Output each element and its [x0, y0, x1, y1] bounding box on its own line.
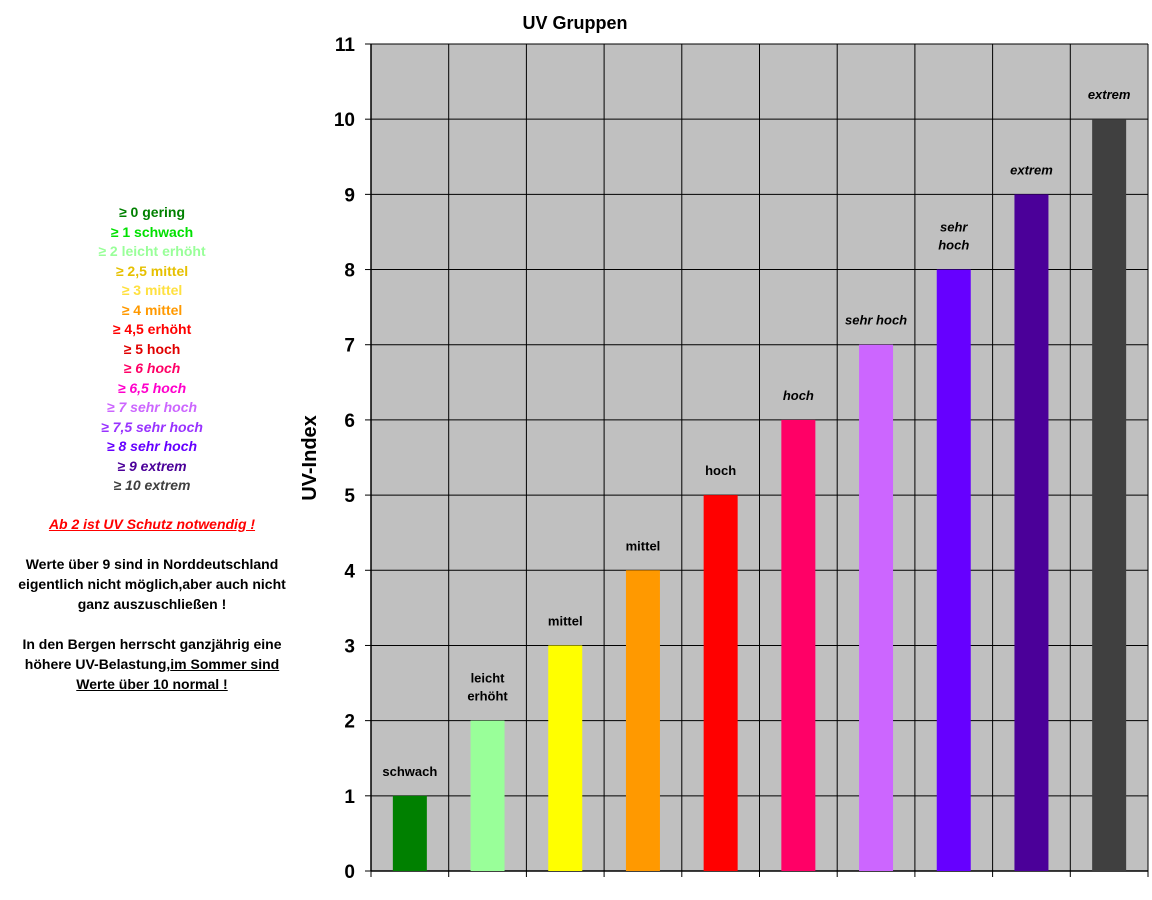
data-label: mittel	[626, 538, 661, 553]
legend-item: ≥ 6,5 hoch	[117, 379, 187, 396]
data-label: leicht	[471, 671, 506, 686]
data-label: extrem	[1010, 162, 1053, 177]
y-tick-label: 2	[344, 712, 355, 733]
north-note-line: ganz auszuschließen !	[77, 596, 227, 612]
y-tick-label: 10	[334, 110, 355, 131]
data-label: schwach	[382, 764, 437, 779]
y-tick-label: 11	[335, 35, 356, 56]
legend-item: ≥ 10 extrem	[113, 477, 191, 493]
uv-group-legend: ≥ 0 gering ≥ 1 schwach ≥ 2 leicht erhöht ≥ …	[0, 203, 304, 496]
y-tick-label: 6	[344, 411, 355, 432]
bar-2	[470, 720, 505, 871]
uv-protection-warning: Ab 2 ist UV Schutz notwendig !	[48, 516, 256, 532]
mountain-note-text: höhere UV-Belastung,	[24, 656, 171, 672]
bar-7	[859, 344, 894, 871]
legend-item: ≥ 7 sehr hoch	[106, 399, 198, 415]
data-label: sehr hoch	[845, 313, 907, 328]
bar-8	[936, 269, 971, 872]
data-label: sehr	[940, 220, 968, 235]
legend-item: ≥ 2 leicht erhöht	[98, 243, 206, 259]
bar-10	[1092, 119, 1127, 871]
bar-1	[392, 795, 427, 871]
y-tick-label: 5	[344, 486, 355, 507]
bar-5	[703, 495, 738, 871]
y-tick-label: 4	[344, 561, 355, 582]
legend-item: ≥ 6 hoch	[123, 360, 181, 376]
legend-item: ≥ 7,5 sehr hoch	[101, 418, 203, 435]
y-axis-label: UV-Index	[299, 415, 321, 501]
chart-title: UV Gruppen	[522, 13, 627, 33]
legend-item: ≥ 5 hoch	[123, 340, 181, 357]
mountain-note-underlined: Werte über 10 normal !	[76, 676, 228, 692]
legend-item: ≥ 4 mittel	[121, 301, 183, 318]
data-label: erhöht	[467, 689, 508, 704]
data-label: hoch	[705, 463, 736, 478]
mountain-note-underlined: im Sommer sind	[170, 656, 280, 672]
y-tick-label: 8	[344, 261, 355, 282]
bar-4	[625, 570, 660, 871]
data-label: hoch	[783, 388, 814, 403]
y-tick-label: 0	[344, 862, 355, 883]
legend-item: ≥ 2,5 mittel	[115, 262, 189, 279]
data-label: extrem	[1088, 87, 1131, 102]
bar-9	[1014, 194, 1049, 871]
y-tick-label: 9	[344, 185, 355, 206]
legend-item: ≥ 8 sehr hoch	[106, 438, 198, 454]
y-tick-label: 3	[344, 636, 355, 657]
legend-item: ≥ 0 gering	[118, 204, 186, 220]
y-tick-label: 1	[344, 787, 355, 808]
north-note-line: Werte über 9 sind in Norddeutschland	[25, 556, 279, 572]
data-label: hoch	[938, 238, 969, 253]
y-tick-label: 7	[344, 336, 355, 357]
notes: Ab 2 ist UV Schutz notwendig ! Werte übe…	[0, 514, 304, 694]
north-note-line: eigentlich nicht möglich,aber auch nicht	[18, 576, 286, 592]
legend-item: ≥ 3 mittel	[121, 282, 183, 298]
legend-item: ≥ 1 schwach	[110, 223, 194, 240]
legend-item: ≥ 9 extrem	[117, 457, 187, 474]
mountain-note-line: In den Bergen herrscht ganzjährig eine	[22, 636, 282, 652]
bar-3	[548, 645, 583, 871]
data-label: mittel	[548, 613, 583, 628]
legend-item: ≥ 4,5 erhöht	[112, 321, 192, 337]
bar-6	[781, 419, 816, 871]
